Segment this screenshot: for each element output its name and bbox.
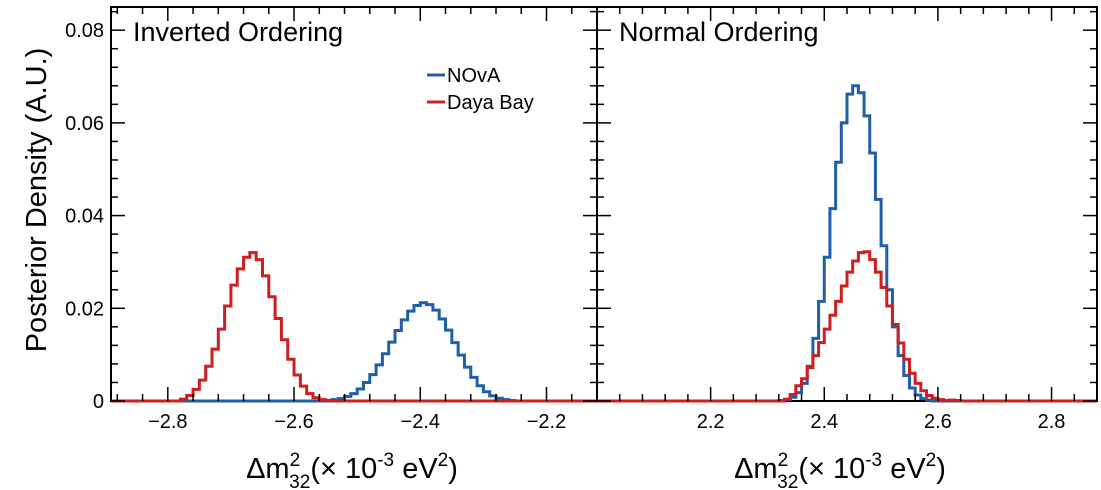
x-axis-label-text: Δm2 32(× 10-3 eV2) <box>734 450 946 490</box>
panel-inverted-ordering: −2.8 −2.6 −2.4 −2.2 Inverted Ordering <box>110 6 598 433</box>
histogram-daya-bay <box>597 250 1097 403</box>
y-tick-label: 0.02 <box>65 298 104 320</box>
x-tick-label: 2.8 <box>1038 411 1066 433</box>
panel-frame <box>596 6 1098 402</box>
x-tick-label: −2.8 <box>148 411 187 433</box>
y-tick-label: 0.08 <box>65 20 104 42</box>
x-tick-label: −2.4 <box>401 411 440 433</box>
x-axis-label-text: Δm2 32(× 10-3 eV2) <box>246 450 458 490</box>
y-tick-label: 0.06 <box>65 113 104 135</box>
x-tick-label: 2.2 <box>697 411 725 433</box>
x-tick-label: −2.2 <box>527 411 566 433</box>
y-tick-label: 0 <box>93 391 104 413</box>
histogram-nova <box>597 84 1097 403</box>
y-tick-label: 0.04 <box>65 206 104 228</box>
x-tick-label: 2.6 <box>924 411 952 433</box>
y-tick-labels: 0 0.02 0.04 0.06 0.08 <box>65 20 104 413</box>
legend-label: NOvA <box>447 65 501 87</box>
panel-title: Normal Ordering <box>619 17 819 47</box>
legend: NOvA Daya Bay <box>427 65 534 114</box>
histogram-nova <box>111 301 597 403</box>
x-axis-label-normal: Δm2 32(× 10-3 eV2) <box>734 450 946 490</box>
legend-label: Daya Bay <box>447 92 534 114</box>
y-axis-label: Posterior Density (A.U.) <box>21 48 53 353</box>
x-axis-label-inverted: Δm2 32(× 10-3 eV2) <box>246 450 458 490</box>
panel-normal-ordering: 2.2 2.4 2.6 2.8 Normal Ordering <box>596 6 1098 433</box>
histogram-daya-bay <box>111 251 597 403</box>
x-tick-label: −2.6 <box>274 411 313 433</box>
panel-title: Inverted Ordering <box>133 17 343 47</box>
panel-frame <box>110 6 598 402</box>
x-tick-label: 2.4 <box>810 411 838 433</box>
